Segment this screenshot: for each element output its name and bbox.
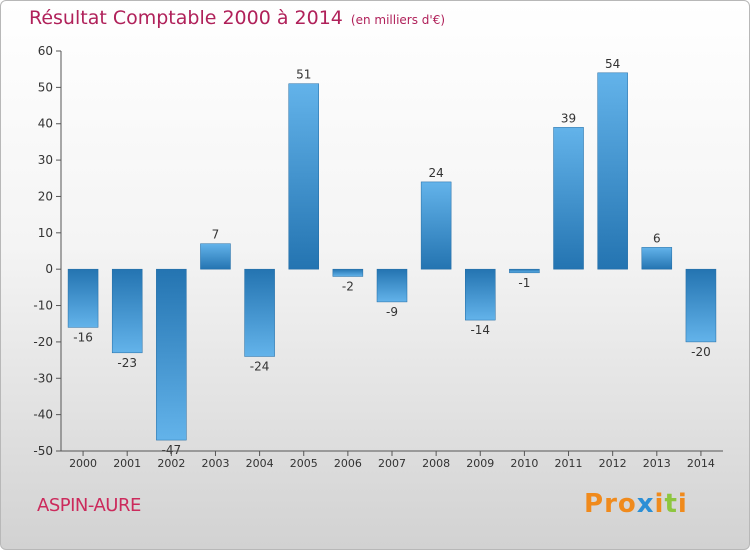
- x-tick-label: 2008: [422, 457, 450, 470]
- bar: [111, 268, 143, 354]
- bar: [67, 268, 99, 328]
- bar: [509, 268, 540, 274]
- data-labels: -16 -23 -47 7 -24 51 -2 -9 24 -14 -1 39 54 6 -20: [73, 57, 710, 457]
- x-tick-label: 2005: [290, 457, 318, 470]
- y-tick-label: -50: [33, 444, 53, 458]
- y-tick-label: 20: [38, 189, 53, 203]
- y-tick-label: 30: [38, 153, 53, 167]
- data-label: 6: [653, 231, 661, 245]
- x-tick-label: 2002: [157, 457, 185, 470]
- x-tick-label: 2013: [643, 457, 671, 470]
- commune-name: ASPIN-AURE: [37, 495, 141, 516]
- x-tick-label: 2000: [69, 457, 97, 470]
- logo-letter: t: [664, 489, 678, 519]
- bar: [597, 72, 628, 270]
- x-axis-ticks: 2000 2001 2002 2003 2004 2005 2006 2007 2008 2009…: [69, 451, 715, 470]
- bar: [465, 268, 496, 321]
- y-axis-ticks: -50 -40 -30 -20 -10 0 10 20 30 40 50 60: [33, 44, 61, 458]
- x-tick-label: 2012: [599, 457, 627, 470]
- data-label: -20: [691, 345, 711, 359]
- y-tick-label: 0: [45, 262, 53, 276]
- data-label: -16: [73, 330, 93, 344]
- x-tick-label: 2011: [555, 457, 583, 470]
- y-tick-label: -40: [33, 408, 53, 422]
- x-tick-label: 2009: [466, 457, 494, 470]
- x-tick-label: 2007: [378, 457, 406, 470]
- bar: [332, 268, 364, 277]
- data-label: -24: [250, 359, 270, 373]
- bar: [156, 268, 187, 441]
- y-tick-label: -30: [33, 371, 53, 385]
- logo-letter: P: [584, 489, 605, 519]
- data-label: 7: [212, 228, 220, 242]
- data-label: -47: [162, 443, 182, 457]
- data-label: 39: [561, 111, 576, 125]
- proxiti-logo: Proxiti: [584, 489, 688, 519]
- data-label: -9: [386, 305, 398, 319]
- data-label: -1: [518, 276, 530, 290]
- bar: [200, 243, 231, 270]
- logo-letter: i: [654, 489, 665, 519]
- bar: [641, 247, 673, 270]
- x-tick-label: 2004: [246, 457, 274, 470]
- data-label: -2: [342, 279, 354, 293]
- x-tick-label: 2003: [201, 457, 229, 470]
- y-tick-label: 40: [38, 117, 53, 131]
- y-tick-label: -20: [33, 335, 53, 349]
- logo-letter: r: [604, 489, 618, 519]
- x-tick-label: 2001: [113, 457, 141, 470]
- y-tick-label: 10: [38, 226, 53, 240]
- data-label: -14: [470, 323, 490, 337]
- bars: [67, 72, 717, 441]
- data-label: 54: [605, 57, 620, 71]
- bar: [553, 127, 584, 270]
- x-tick-label: 2010: [510, 457, 538, 470]
- y-tick-label: 60: [38, 44, 53, 58]
- logo-letter: x: [636, 489, 655, 519]
- y-tick-label: -10: [33, 299, 53, 313]
- y-tick-label: 50: [38, 80, 53, 94]
- bar: [288, 83, 319, 270]
- x-tick-label: 2006: [334, 457, 362, 470]
- chart-title-text: Résultat Comptable 2000 à 2014: [29, 7, 343, 29]
- logo-letter: o: [617, 489, 637, 519]
- data-label: 51: [296, 68, 311, 82]
- logo-letter: i: [677, 489, 688, 519]
- bar: [244, 268, 275, 357]
- x-tick-label: 2014: [687, 457, 715, 470]
- data-label: -23: [117, 356, 137, 370]
- bar: [685, 268, 717, 343]
- data-label: 24: [428, 166, 443, 180]
- chart-subtitle: (en milliers d'€): [350, 13, 446, 27]
- chart-title: Résultat Comptable 2000 à 2014 (en millie…: [29, 7, 445, 29]
- bar: [376, 268, 408, 303]
- bar: [420, 181, 452, 270]
